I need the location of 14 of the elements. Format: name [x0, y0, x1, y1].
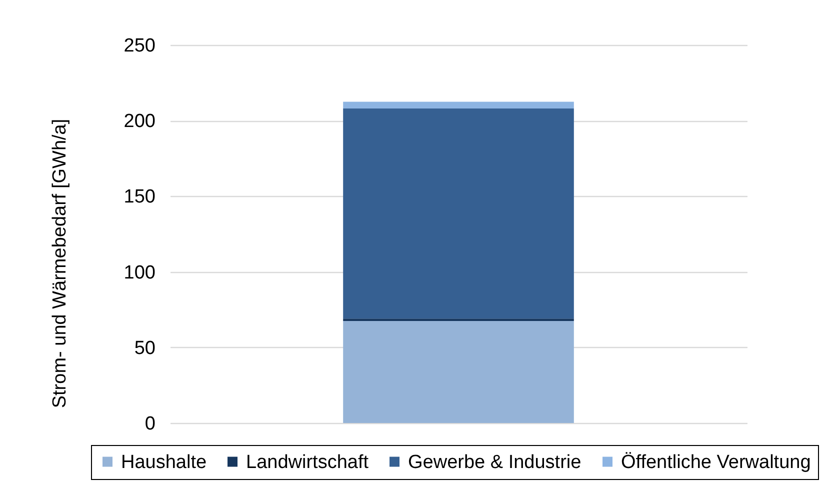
- legend-label: Gewerbe & Industrie: [408, 452, 582, 473]
- bar: [343, 102, 574, 109]
- y-tick-label: 50: [134, 338, 156, 359]
- y-tick-label: 100: [124, 262, 156, 284]
- y-tick-label: 200: [124, 111, 156, 132]
- y-tick-label: 150: [124, 186, 156, 208]
- legend-label: Öffentliche Verwaltung: [621, 452, 811, 473]
- y-tick-label: 0: [144, 414, 156, 434]
- y-tick-label: 250: [124, 36, 156, 56]
- y-axis-title: Strom- und Wärmebedarf [GWh/a]: [50, 118, 70, 408]
- legend-label: Haushalte: [121, 452, 207, 473]
- bar: [343, 320, 574, 423]
- legend-label: Landwirtschaft: [246, 452, 370, 473]
- bar: [343, 108, 574, 319]
